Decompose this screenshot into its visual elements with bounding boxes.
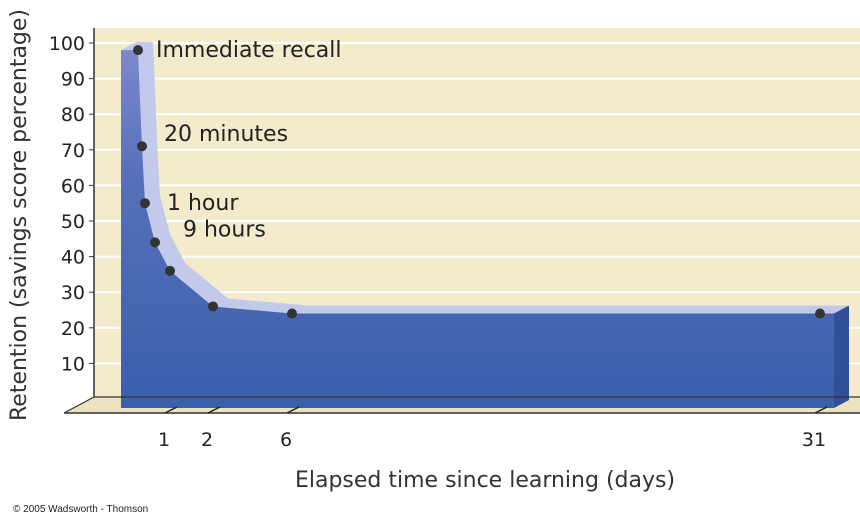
x-tick-mark-2 (207, 406, 221, 414)
data-point-3 (150, 237, 160, 248)
data-point-4 (165, 265, 175, 276)
area-side-face (834, 305, 849, 408)
area-front-face (121, 50, 834, 409)
y-tick-label-60: 60 (61, 175, 85, 197)
annotation-0: Immediate recall (156, 38, 342, 63)
y-tick-label-20: 20 (61, 318, 85, 340)
x-axis-label: Elapsed time since learning (days) (295, 468, 675, 493)
data-point-0 (133, 45, 143, 56)
copyright-text: © 2005 Wadsworth - Thomson (13, 504, 148, 515)
area-top-face (121, 42, 849, 314)
data-point-5 (208, 301, 218, 312)
y-tick-label-90: 90 (61, 69, 85, 91)
annotation-2: 1 hour (167, 191, 239, 216)
y-axis-label: Retention (savings score percentage) (7, 9, 32, 421)
annotation-3: 9 hours (183, 217, 266, 242)
retention-area (121, 42, 849, 409)
data-point-2 (140, 198, 150, 209)
axis-corner (63, 396, 95, 414)
y-tick-label-80: 80 (61, 104, 85, 126)
y-tick-label-70: 70 (61, 140, 85, 162)
y-tick-label-40: 40 (61, 247, 85, 269)
y-tick-label-50: 50 (61, 211, 85, 233)
data-points (133, 45, 825, 319)
y-tick-labels: 10 20 30 40 50 60 70 80 90 100 (49, 33, 94, 375)
data-point-1 (137, 141, 147, 152)
x-tick-label-31: 31 (802, 429, 826, 451)
x-tick-mark-31 (814, 406, 828, 414)
x-tick-labels: 1 2 6 31 (158, 406, 828, 451)
x-tick-label-2: 2 (201, 429, 213, 451)
x-tick-mark-6 (286, 406, 300, 414)
y-tick-label-100: 100 (49, 33, 85, 55)
y-tick-label-30: 30 (61, 282, 85, 304)
x-tick-label-6: 6 (280, 429, 292, 451)
annotation-1: 20 minutes (164, 122, 288, 147)
data-point-6 (287, 308, 297, 319)
x-tick-mark-1 (164, 406, 178, 414)
data-point-7 (815, 308, 825, 319)
x-tick-label-1: 1 (158, 429, 170, 451)
y-tick-label-10: 10 (61, 353, 85, 375)
